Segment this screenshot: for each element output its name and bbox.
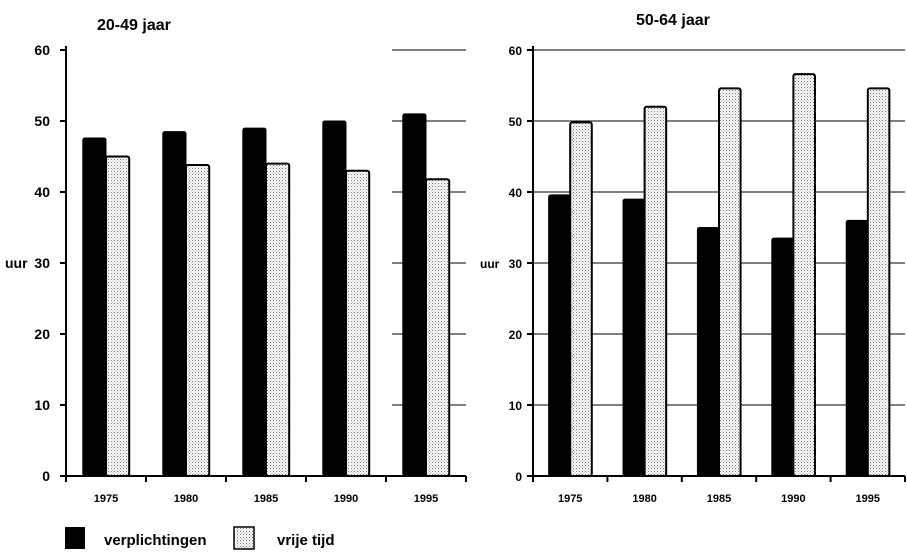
x-tick-label-right-1990: 1990 [781,493,805,505]
bar-right-verplichtingen-1975 [548,194,571,477]
y-tick-label-left-50: 50 [34,113,50,129]
bar-left-vrije-tijd-1975 [105,155,131,477]
bar-right-vrije-tijd-1980 [643,105,668,478]
x-tick-label-right-1995: 1995 [856,493,880,505]
x-tick-label-left-1990: 1990 [334,493,358,505]
y-tick-label-left-20: 20 [34,326,50,342]
chart-title-right: 50-64 jaar [636,12,710,29]
bar-left-vrije-tijd-1980 [185,164,211,478]
chart-panel-right: 0 10 20 30 40 50 60 1975 1980 1985 1990 1995 [509,44,906,505]
y-tick-label-right-60: 60 [509,44,523,58]
x-tick-label-right-1980: 1980 [632,493,656,505]
y-tick-label-right-0: 0 [515,470,522,484]
y-tick-label-left-10: 10 [34,397,50,413]
y-tick-label-right-20: 20 [509,328,523,342]
bar-left-verplichtingen-1990 [322,120,347,477]
y-tick-label-right-50: 50 [509,115,523,129]
x-tick-label-left-1980: 1980 [174,493,198,505]
y-tick-label-right-10: 10 [509,399,523,413]
x-tick-label-right-1985: 1985 [707,493,731,505]
bar-right-vrije-tijd-1995 [866,87,891,477]
bar-right-verplichtingen-1985 [696,227,720,477]
bar-right-vrije-tijd-1975 [569,121,593,477]
bar-left-verplichtingen-1975 [82,137,107,477]
bar-right-vrije-tijd-1985 [718,87,742,477]
x-tick-label-left-1995: 1995 [414,493,438,505]
bar-left-verplichtingen-1985 [242,127,267,477]
bar-right-verplichtingen-1990 [771,237,794,477]
bar-right-verplichtingen-1995 [845,219,869,477]
y-tick-label-right-40: 40 [509,186,523,200]
bar-left-vrije-tijd-1985 [265,162,291,477]
legend-swatch-verplichtingen [65,527,85,549]
legend-label-vrije-tijd: vrije tijd [277,532,335,549]
y-tick-label-left-0: 0 [42,468,50,484]
legend: verplichtingen vrije tijd [65,526,335,550]
legend-swatch-vrije-tijd [233,526,255,550]
bar-right-verplichtingen-1980 [622,198,646,477]
y-axis-label-right: uur [480,257,500,271]
bar-left-verplichtingen-1980 [162,131,187,477]
y-tick-label-left-40: 40 [34,184,50,200]
y-tick-label-left-60: 60 [34,42,50,58]
x-tick-label-right-1975: 1975 [558,493,582,505]
bar-right-vrije-tijd-1990 [792,73,816,477]
y-tick-label-left-30: 30 [34,255,50,271]
chart-title-left: 20-49 jaar [97,17,171,34]
x-tick-label-left-1985: 1985 [254,493,278,505]
x-tick-label-left-1975: 1975 [94,493,118,505]
bar-left-vrije-tijd-1995 [425,178,451,477]
bar-left-verplichtingen-1995 [402,113,427,477]
legend-label-verplichtingen: verplichtingen [104,532,207,549]
y-tick-label-right-30: 30 [509,257,523,271]
chart-panel-left: 0 10 20 30 40 50 60 1975 1980 1985 1990 1995 [34,42,467,505]
bar-left-vrije-tijd-1990 [345,169,371,477]
y-axis-label-left: uur [5,255,28,271]
